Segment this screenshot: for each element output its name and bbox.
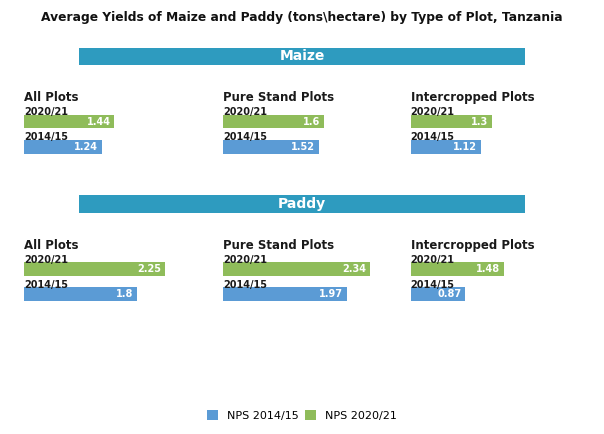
Text: 2014/15: 2014/15: [223, 132, 268, 142]
FancyBboxPatch shape: [79, 195, 525, 213]
Text: 1.12: 1.12: [454, 141, 477, 152]
Text: All Plots: All Plots: [24, 91, 79, 104]
FancyBboxPatch shape: [223, 140, 319, 154]
Text: All Plots: All Plots: [24, 239, 79, 252]
Text: Intercropped Plots: Intercropped Plots: [411, 239, 535, 252]
FancyBboxPatch shape: [24, 115, 115, 128]
Text: 2014/15: 2014/15: [223, 279, 268, 290]
FancyBboxPatch shape: [223, 287, 347, 301]
Text: 1.24: 1.24: [74, 141, 98, 152]
Text: 2020/21: 2020/21: [411, 254, 455, 265]
Text: 2020/21: 2020/21: [223, 107, 268, 117]
Text: 2020/21: 2020/21: [24, 107, 68, 117]
Text: 1.52: 1.52: [291, 141, 315, 152]
Text: 1.44: 1.44: [87, 116, 111, 127]
FancyBboxPatch shape: [24, 287, 137, 301]
Text: 1.8: 1.8: [116, 289, 133, 299]
Text: 2.25: 2.25: [138, 264, 162, 274]
FancyBboxPatch shape: [411, 287, 465, 301]
Text: 1.3: 1.3: [471, 116, 489, 127]
Text: Paddy: Paddy: [278, 197, 326, 211]
Text: 2014/15: 2014/15: [411, 132, 455, 142]
Text: Maize: Maize: [279, 49, 325, 63]
Text: Pure Stand Plots: Pure Stand Plots: [223, 239, 335, 252]
Legend: NPS 2014/15, NPS 2020/21: NPS 2014/15, NPS 2020/21: [204, 407, 400, 424]
Text: Pure Stand Plots: Pure Stand Plots: [223, 91, 335, 104]
Text: 2020/21: 2020/21: [411, 107, 455, 117]
Text: 0.87: 0.87: [437, 289, 461, 299]
Text: Average Yields of Maize and Paddy (tons\hectare) by Type of Plot, Tanzania: Average Yields of Maize and Paddy (tons\…: [41, 11, 563, 24]
FancyBboxPatch shape: [223, 115, 324, 128]
FancyBboxPatch shape: [411, 140, 481, 154]
Text: 2.34: 2.34: [342, 264, 367, 274]
FancyBboxPatch shape: [411, 115, 492, 128]
FancyBboxPatch shape: [79, 48, 525, 65]
FancyBboxPatch shape: [24, 262, 165, 276]
Text: 2020/21: 2020/21: [223, 254, 268, 265]
Text: 2020/21: 2020/21: [24, 254, 68, 265]
Text: 1.6: 1.6: [303, 116, 320, 127]
Text: Intercropped Plots: Intercropped Plots: [411, 91, 535, 104]
Text: 2014/15: 2014/15: [24, 279, 68, 290]
Text: 2014/15: 2014/15: [24, 132, 68, 142]
FancyBboxPatch shape: [24, 140, 102, 154]
Text: 2014/15: 2014/15: [411, 279, 455, 290]
FancyBboxPatch shape: [411, 262, 504, 276]
Text: 1.48: 1.48: [476, 264, 500, 274]
Text: 1.97: 1.97: [320, 289, 344, 299]
FancyBboxPatch shape: [223, 262, 370, 276]
